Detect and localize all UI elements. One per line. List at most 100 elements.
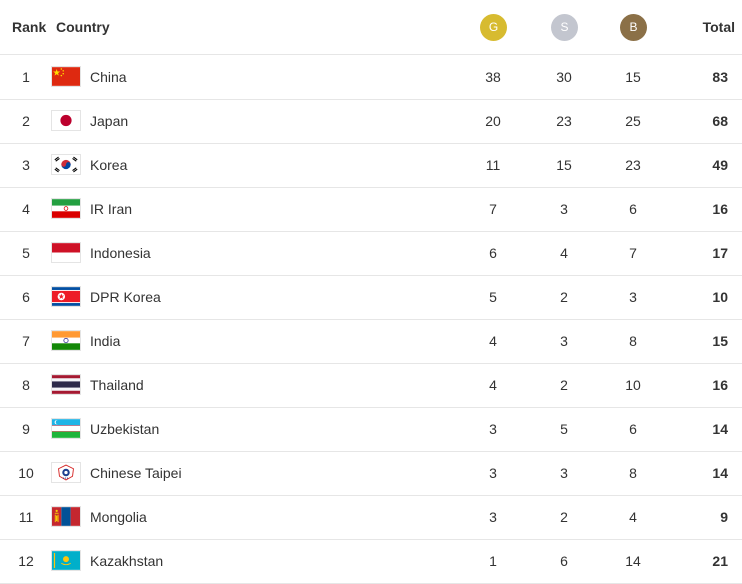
bronze-count: 7 [629, 245, 637, 261]
gold-count: 38 [485, 69, 501, 85]
silver-count: 5 [560, 421, 568, 437]
rank-cell: 7 [22, 333, 30, 349]
mongolia-flag-icon [51, 506, 81, 527]
table-row: 8 Thailand 4 2 10 16 [0, 363, 742, 408]
silver-count: 15 [556, 157, 572, 173]
country-name[interactable]: Chinese Taipei [90, 465, 182, 481]
total-count: 68 [712, 113, 728, 129]
bronze-count: 8 [629, 333, 637, 349]
silver-count: 3 [560, 201, 568, 217]
gold-count: 1 [489, 553, 497, 569]
total-count: 14 [712, 465, 728, 481]
indonesia-flag-icon [51, 242, 81, 263]
silver-count: 2 [560, 289, 568, 305]
country-name[interactable]: Mongolia [90, 509, 147, 525]
table-row: 11 Mongolia 3 2 4 9 [0, 495, 742, 540]
silver-count: 3 [560, 333, 568, 349]
silver-count: 23 [556, 113, 572, 129]
bronze-count: 4 [629, 509, 637, 525]
rank-cell: 1 [22, 69, 30, 85]
country-name[interactable]: Korea [90, 157, 128, 173]
gold-medal-icon: G [480, 14, 507, 41]
country-name[interactable]: Japan [90, 113, 129, 129]
dpr-korea-flag-icon [51, 286, 81, 307]
rank-cell: 6 [22, 289, 30, 305]
bronze-count: 6 [629, 201, 637, 217]
gold-count: 11 [485, 157, 501, 173]
gold-count: 7 [489, 201, 497, 217]
total-count: 16 [712, 201, 728, 217]
silver-count: 4 [560, 245, 568, 261]
gold-count: 3 [489, 465, 497, 481]
korea-flag-icon [51, 154, 81, 175]
country-name[interactable]: DPR Korea [90, 289, 161, 305]
india-flag-icon [51, 330, 81, 351]
total-count: 14 [712, 421, 728, 437]
country-name[interactable]: India [90, 333, 121, 349]
bronze-count: 8 [629, 465, 637, 481]
japan-flag-icon [51, 110, 81, 131]
table-row: 9 Uzbekistan 3 5 6 14 [0, 407, 742, 452]
iran-flag-icon [51, 198, 81, 219]
rank-cell: 5 [22, 245, 30, 261]
total-count: 21 [712, 553, 728, 569]
table-row: 1 China 38 30 15 83 [0, 55, 742, 100]
rank-cell: 11 [18, 509, 34, 525]
table-row: 3 Korea 11 15 23 49 [0, 143, 742, 188]
country-name[interactable]: China [90, 69, 127, 85]
country-name[interactable]: Indonesia [90, 245, 151, 261]
bronze-count: 14 [625, 553, 641, 569]
bronze-count: 6 [629, 421, 637, 437]
total-count: 15 [712, 333, 728, 349]
gold-count: 3 [489, 509, 497, 525]
table-row: 4 IR Iran 7 3 6 16 [0, 187, 742, 232]
table-row: 12 Kazakhstan 1 6 14 21 [0, 539, 742, 584]
country-name[interactable]: Uzbekistan [90, 421, 160, 437]
silver-count: 2 [560, 377, 568, 393]
country-header: Country [56, 19, 110, 35]
country-name[interactable]: IR Iran [90, 201, 133, 217]
gold-count: 5 [489, 289, 497, 305]
rank-cell: 4 [22, 201, 30, 217]
silver-count: 30 [556, 69, 572, 85]
rank-cell: 2 [22, 113, 30, 129]
silver-count: 6 [560, 553, 568, 569]
total-count: 9 [720, 509, 728, 525]
gold-count: 4 [489, 377, 497, 393]
uzbekistan-flag-icon [51, 418, 81, 439]
table-header: Rank Country G S B Total [0, 0, 742, 55]
silver-count: 2 [560, 509, 568, 525]
table-row: 7 India 4 3 8 15 [0, 319, 742, 364]
bronze-count: 23 [625, 157, 641, 173]
table-row: 10 Chinese Taipei 3 3 8 14 [0, 451, 742, 496]
silver-medal-icon: S [551, 14, 578, 41]
rank-cell: 8 [22, 377, 30, 393]
silver-count: 3 [560, 465, 568, 481]
total-count: 16 [712, 377, 728, 393]
gold-count: 6 [489, 245, 497, 261]
total-header: Total [702, 19, 735, 35]
bronze-count: 15 [625, 69, 641, 85]
country-name[interactable]: Kazakhstan [90, 553, 164, 569]
rank-header: Rank [12, 19, 47, 35]
bronze-count: 10 [625, 377, 641, 393]
table-row: 2 Japan 20 23 25 68 [0, 99, 742, 144]
country-name[interactable]: Thailand [90, 377, 144, 393]
table-row: 6 DPR Korea 5 2 3 10 [0, 275, 742, 320]
total-count: 83 [712, 69, 728, 85]
bronze-count: 3 [629, 289, 637, 305]
rank-cell: 3 [22, 157, 30, 173]
chinese-taipei-flag-icon [51, 462, 81, 483]
total-count: 49 [712, 157, 728, 173]
kazakhstan-flag-icon [51, 550, 81, 571]
rank-cell: 10 [18, 465, 34, 481]
bronze-count: 25 [625, 113, 641, 129]
rank-cell: 12 [18, 553, 34, 569]
gold-count: 20 [485, 113, 501, 129]
thailand-flag-icon [51, 374, 81, 395]
gold-count: 3 [489, 421, 497, 437]
table-row: 5 Indonesia 6 4 7 17 [0, 231, 742, 276]
rank-cell: 9 [22, 421, 30, 437]
china-flag-icon [51, 66, 81, 87]
